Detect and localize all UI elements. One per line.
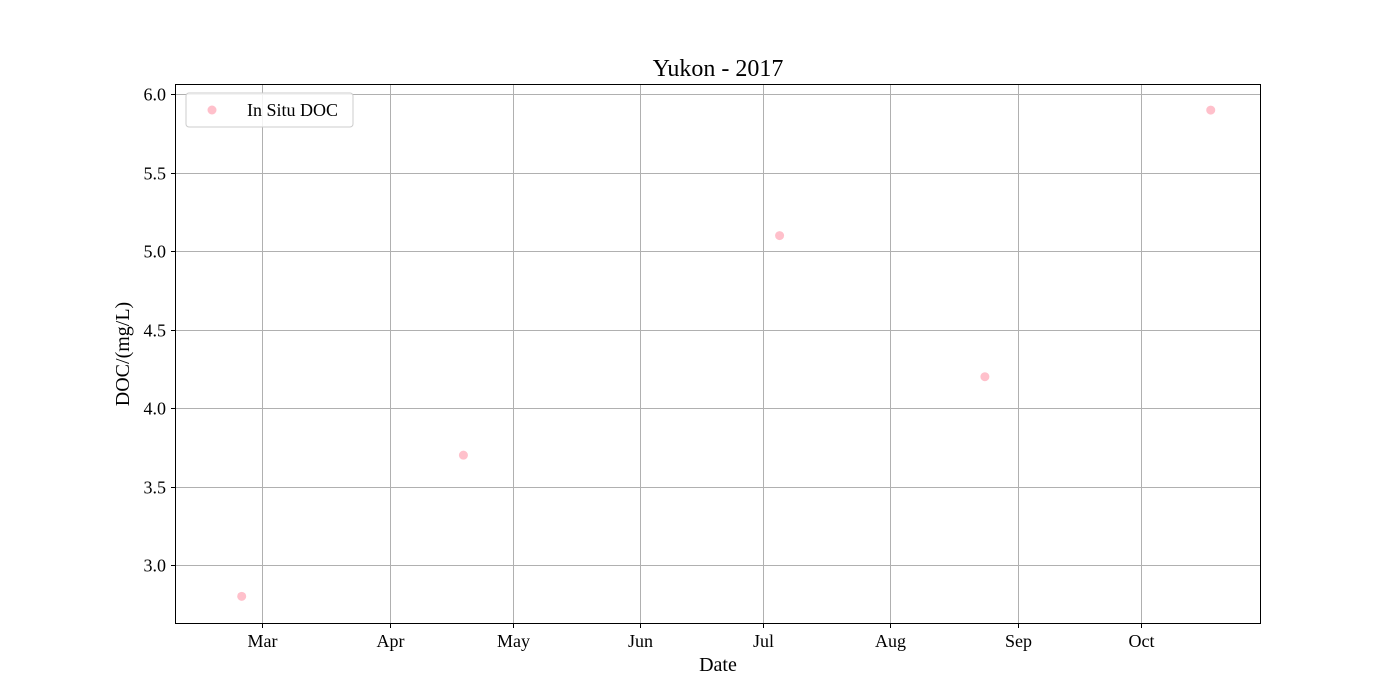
y-tick-label-4-0: 4.0 xyxy=(144,399,167,419)
y-tick-label-6-0: 6.0 xyxy=(144,85,167,105)
y-tick-label-5-0: 5.0 xyxy=(144,242,167,262)
x-tick-label-sep: Sep xyxy=(1005,631,1032,651)
x-tick-label-jul: Jul xyxy=(753,631,774,651)
y-axis-label: DOC/(mg/L) xyxy=(112,302,134,406)
x-tick-label-oct: Oct xyxy=(1129,631,1155,651)
data-point-5 xyxy=(1206,105,1216,115)
x-axis-ticks: Mar Apr May Jun Jul Aug Sep Oct xyxy=(248,623,1155,651)
legend: In Situ DOC xyxy=(185,92,354,128)
legend-marker xyxy=(207,105,217,115)
x-tick-label-jun: Jun xyxy=(628,631,653,651)
plot-area-border xyxy=(175,84,1261,624)
grid-lines xyxy=(176,85,1260,623)
y-tick-label-3-5: 3.5 xyxy=(144,478,167,498)
x-axis-label: Date xyxy=(699,654,737,676)
chart-title: Yukon - 2017 xyxy=(653,56,784,82)
data-point-2 xyxy=(458,450,468,460)
x-tick-label-aug: Aug xyxy=(875,631,906,651)
data-point-1 xyxy=(237,591,247,601)
x-tick-label-may: May xyxy=(497,631,530,651)
y-tick-label-3-0: 3.0 xyxy=(144,556,167,576)
data-point-4 xyxy=(980,372,990,382)
y-axis-ticks: 3.0 3.5 4.0 4.5 5.0 5.5 6.0 xyxy=(144,85,176,576)
x-tick-label-mar: Mar xyxy=(248,631,278,651)
data-point-3 xyxy=(775,231,785,241)
x-tick-label-apr: Apr xyxy=(377,631,405,651)
legend-box xyxy=(185,92,354,128)
data-points xyxy=(237,105,1216,601)
y-tick-label-4-5: 4.5 xyxy=(144,321,167,341)
legend-label-in-situ-doc: In Situ DOC xyxy=(247,100,338,120)
y-tick-label-5-5: 5.5 xyxy=(144,164,167,184)
